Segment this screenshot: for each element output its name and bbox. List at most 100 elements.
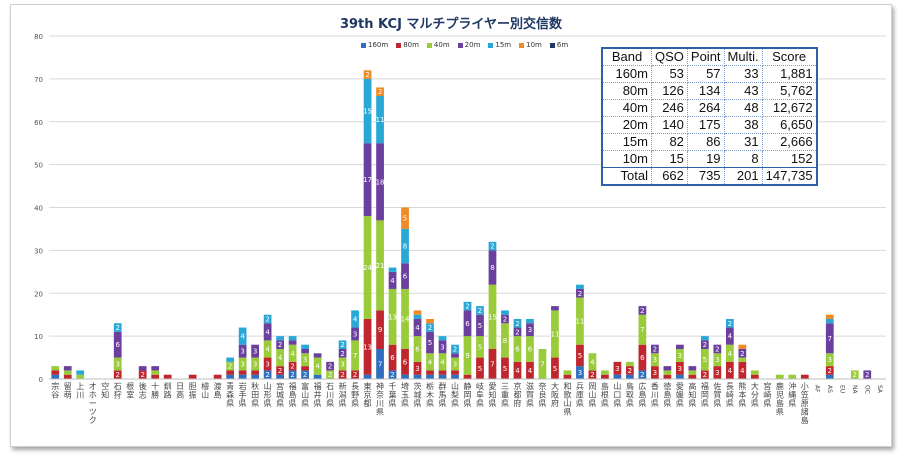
bar-stack: 4 4 4 2 bbox=[725, 318, 734, 379]
bar-segment bbox=[676, 348, 684, 362]
bar-segment bbox=[276, 348, 284, 367]
bar-segment bbox=[588, 370, 597, 379]
data-label: 6 bbox=[415, 345, 420, 353]
bar-segment bbox=[276, 374, 284, 379]
bar-stack: 7 bbox=[538, 348, 547, 379]
table-row: 40m 246 264 48 12,672 bbox=[601, 99, 818, 117]
bar-segment bbox=[663, 370, 672, 375]
x-tick-label: 宮崎県 bbox=[763, 381, 771, 408]
x-tick-label: 兵庫県 bbox=[576, 381, 584, 408]
legend-swatch bbox=[519, 42, 525, 48]
bar-segment bbox=[263, 357, 272, 371]
bar-segment bbox=[288, 336, 297, 341]
legend-label: 40m bbox=[433, 41, 450, 49]
bar-segment bbox=[551, 306, 559, 311]
x-tick-label: 三重県 bbox=[501, 382, 509, 408]
bar-segment bbox=[788, 374, 797, 379]
bar-segment bbox=[426, 331, 434, 354]
x-tick-label: 山形県 bbox=[264, 381, 272, 408]
bar-segment bbox=[738, 344, 747, 349]
bar-segment bbox=[451, 370, 459, 375]
bar-stack: 3 bbox=[613, 361, 622, 379]
bar-segment bbox=[688, 374, 697, 379]
y-tick-label: 30 bbox=[34, 247, 43, 255]
data-label: 13 bbox=[363, 343, 372, 351]
bar-segment bbox=[825, 318, 834, 324]
bar-segment bbox=[426, 374, 434, 379]
bar-segment bbox=[501, 323, 509, 358]
bar-stack bbox=[188, 374, 197, 379]
cell-point: 735 bbox=[686, 167, 725, 186]
table-row: 10m 15 19 8 152 bbox=[601, 150, 818, 168]
bar-segment bbox=[263, 314, 272, 324]
x-tick-label: 鹿児島県 bbox=[776, 381, 784, 417]
data-label: 4 bbox=[440, 358, 445, 366]
bar-segment bbox=[401, 228, 409, 264]
x-tick-label: 岐阜県 bbox=[476, 381, 484, 408]
x-tick-label: 島根県 bbox=[601, 381, 609, 408]
data-label: 11 bbox=[575, 318, 584, 326]
bar-stack: 4 5 2 bbox=[426, 318, 434, 379]
y-tick-label: 70 bbox=[34, 76, 43, 84]
bar-stack: 13 24 17 15 2 bbox=[363, 70, 373, 379]
bar-segment bbox=[376, 348, 384, 379]
bar-stack bbox=[800, 374, 809, 379]
bar-segment bbox=[238, 327, 247, 345]
bar-segment bbox=[288, 344, 297, 362]
bar-stack: 2 bbox=[138, 366, 147, 379]
bar-segment bbox=[376, 220, 384, 311]
data-label: 2 bbox=[628, 367, 632, 375]
chart-legend: 160m 80m 40m 20m 15m 10m 6m bbox=[361, 41, 576, 49]
bar-segment bbox=[413, 310, 422, 315]
header-point: Point bbox=[686, 47, 725, 66]
bar-segment bbox=[501, 314, 509, 324]
data-label: 6 bbox=[403, 273, 408, 281]
x-tick-label: NA bbox=[851, 385, 858, 394]
data-label: 2 bbox=[340, 341, 344, 349]
data-label: 4 bbox=[265, 328, 270, 336]
bar-segment bbox=[613, 361, 622, 375]
data-label: 2 bbox=[290, 363, 294, 371]
bar-segment bbox=[463, 336, 472, 375]
bar-segment bbox=[513, 336, 522, 362]
bar-segment bbox=[438, 353, 447, 371]
bar-stack bbox=[163, 374, 172, 379]
x-tick-label: 大阪府 bbox=[551, 381, 559, 408]
cell-point: 264 bbox=[686, 99, 725, 117]
x-tick-label: 東京都 bbox=[364, 381, 372, 408]
bar-segment bbox=[138, 370, 147, 379]
legend-item: 20m bbox=[457, 41, 480, 49]
data-label: 2 bbox=[590, 371, 594, 379]
bar-segment bbox=[576, 344, 584, 367]
data-label: 6 bbox=[115, 341, 120, 349]
bar-segment bbox=[563, 370, 572, 375]
y-tick-label: 40 bbox=[34, 205, 43, 213]
bar-segment bbox=[51, 370, 60, 375]
bar-segment bbox=[825, 374, 834, 379]
bar-segment bbox=[301, 348, 309, 354]
cell-point: 57 bbox=[686, 65, 725, 83]
bar-segment bbox=[226, 370, 235, 375]
bar-stack: 4 bbox=[313, 353, 322, 379]
bar-segment bbox=[413, 374, 422, 379]
bar-stack: 4 6 3 bbox=[526, 318, 534, 379]
bar-segment bbox=[676, 344, 684, 349]
x-tick-label: 後志 bbox=[139, 381, 147, 400]
cell-qso: 15 bbox=[651, 150, 688, 168]
bar-segment bbox=[463, 310, 472, 337]
legend-item: 6m bbox=[549, 41, 568, 49]
bar-segment bbox=[263, 323, 272, 341]
data-label: 2 bbox=[490, 243, 494, 251]
bar-stack bbox=[213, 374, 222, 379]
data-label: 5 bbox=[478, 365, 482, 373]
data-label: 7 bbox=[353, 352, 357, 360]
bar-segment bbox=[700, 370, 709, 379]
bar-segment bbox=[251, 374, 259, 379]
bar-segment bbox=[476, 357, 484, 379]
cell-score: 5,762 bbox=[761, 82, 818, 100]
data-label: 2 bbox=[465, 303, 469, 311]
data-label: 4 bbox=[265, 345, 270, 353]
x-tick-label: 滋賀県 bbox=[526, 381, 534, 408]
score-table-header-row: Band QSO Point Multi. Score bbox=[601, 47, 818, 66]
x-tick-label: 釧路 bbox=[164, 381, 172, 400]
